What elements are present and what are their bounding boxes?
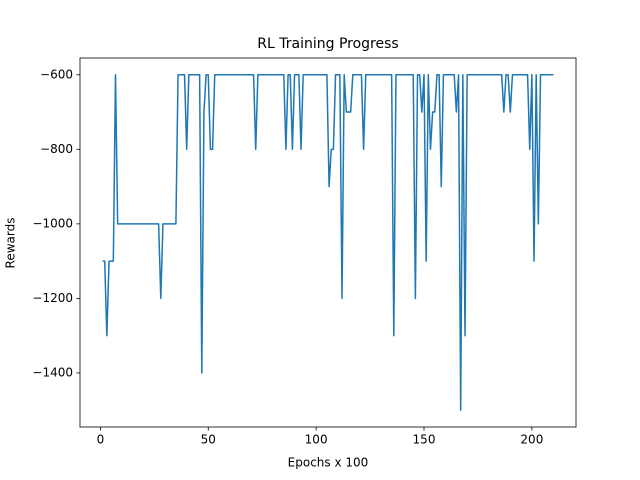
- y-tick-label: −1400: [32, 365, 73, 379]
- y-tick-label: −600: [40, 67, 73, 81]
- y-tick-label: −1200: [32, 291, 73, 305]
- data-line: [102, 74, 554, 411]
- y-tick-label: −800: [40, 142, 73, 156]
- x-tick-label: 100: [305, 433, 328, 447]
- x-tick-label: 0: [97, 433, 105, 447]
- x-tick-label: 200: [520, 433, 543, 447]
- x-tick-label: 150: [413, 433, 436, 447]
- x-axis-label: Epochs x 100: [288, 456, 369, 470]
- y-tick-label: −1000: [32, 216, 73, 230]
- y-axis-label: Rewards: [4, 218, 18, 269]
- chart-title: RL Training Progress: [257, 36, 398, 52]
- x-tick-label: 50: [201, 433, 216, 447]
- axes-frame: [79, 57, 577, 428]
